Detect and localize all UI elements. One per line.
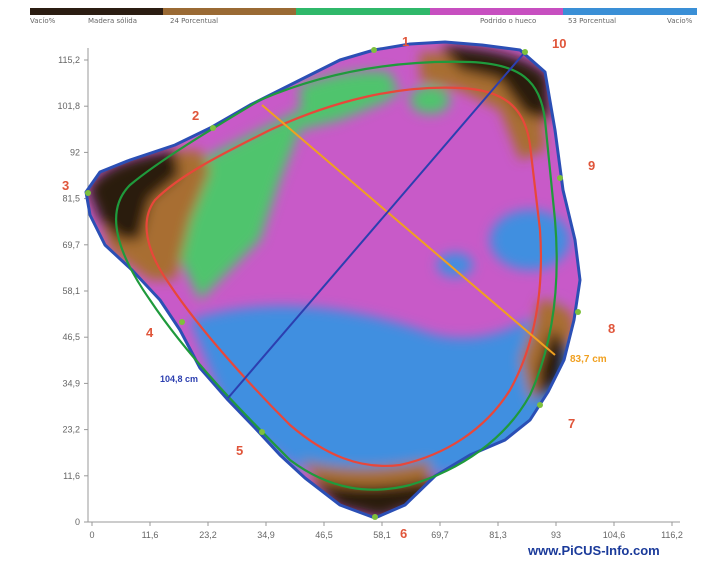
watermark-text: www.PiCUS-Info.com <box>527 543 660 558</box>
x-tick-label: 0 <box>89 530 94 540</box>
x-tick-label: 23,2 <box>199 530 217 540</box>
sensor-label-8: 8 <box>608 321 615 336</box>
sensor-label-2: 2 <box>192 108 199 123</box>
legend-label-solid-wood: Madera sólida <box>88 17 138 25</box>
sensor-point <box>179 319 185 325</box>
color-legend: Vacío% Madera sólida 24 Porcentual Podri… <box>30 8 697 30</box>
x-tick-label: 116,2 <box>661 530 683 540</box>
y-tick-label: 115,2 <box>58 55 80 65</box>
sensor-points <box>85 47 581 520</box>
sensor-point <box>557 175 563 181</box>
x-tick-label: 93 <box>551 530 561 540</box>
y-tick-label: 34,9 <box>62 378 80 388</box>
blue-measurement-label: 104,8 cm <box>160 374 198 384</box>
y-tick-label: 58,1 <box>62 286 80 296</box>
sensor-labels: 1 2 3 4 5 6 7 8 9 10 <box>62 34 615 541</box>
orange-measurement-line <box>261 104 556 356</box>
orange-measurement-label: 83,7 cm <box>570 354 607 365</box>
legend-segment-solid-dark <box>30 8 163 15</box>
y-tick-label: 0 <box>75 517 80 527</box>
sensor-label-6: 6 <box>400 526 407 541</box>
sensor-label-3: 3 <box>62 178 69 193</box>
blue-measurement-line <box>227 51 526 399</box>
x-tick-label: 104,6 <box>603 530 626 540</box>
sensor-point <box>210 125 216 131</box>
legend-label-24: 24 Porcentual <box>170 17 219 25</box>
sensor-point <box>371 47 377 53</box>
x-tick-label: 11,6 <box>142 530 159 540</box>
legend-label-void-right: Vacío% <box>667 17 693 25</box>
y-tick-label: 23,2 <box>62 425 80 435</box>
sensor-point <box>537 402 543 408</box>
sensor-label-4: 4 <box>146 325 154 340</box>
legend-segment-blue <box>563 8 697 15</box>
sensor-point <box>372 514 378 520</box>
legend-segment-magenta <box>430 8 563 15</box>
x-tick-label: 58,1 <box>373 530 391 540</box>
y-tick-label: 46,5 <box>62 332 80 342</box>
trunk-outline <box>84 40 582 520</box>
sensor-point <box>522 49 528 55</box>
y-tick-label: 81,5 <box>62 194 80 204</box>
sensor-point <box>575 309 581 315</box>
y-tick-label: 11,6 <box>63 471 80 481</box>
sensor-label-10: 10 <box>552 36 566 51</box>
x-tick-label: 69,7 <box>431 530 449 540</box>
green-contour-ring <box>115 60 558 491</box>
y-tick-label: 101,8 <box>57 101 80 111</box>
x-tick-label: 46,5 <box>315 530 333 540</box>
legend-label-rotten: Podrido o hueco <box>480 17 537 25</box>
sensor-point <box>85 190 91 196</box>
sensor-label-9: 9 <box>588 158 595 173</box>
x-tick-label: 81,3 <box>489 530 507 540</box>
x-tick-label: 34,9 <box>257 530 275 540</box>
red-contour-ring <box>145 86 543 467</box>
sensor-label-5: 5 <box>236 443 243 458</box>
legend-segment-brown <box>163 8 296 15</box>
sensor-label-7: 7 <box>568 416 575 431</box>
y-tick-label: 69,7 <box>62 240 80 250</box>
sensor-point <box>259 429 265 435</box>
y-tick-label: 92 <box>70 147 80 157</box>
legend-segment-green <box>296 8 430 15</box>
legend-label-53: 53 Porcentual <box>568 17 617 25</box>
sensor-label-1: 1 <box>402 34 409 49</box>
legend-label-void-left: Vacío% <box>30 17 56 25</box>
